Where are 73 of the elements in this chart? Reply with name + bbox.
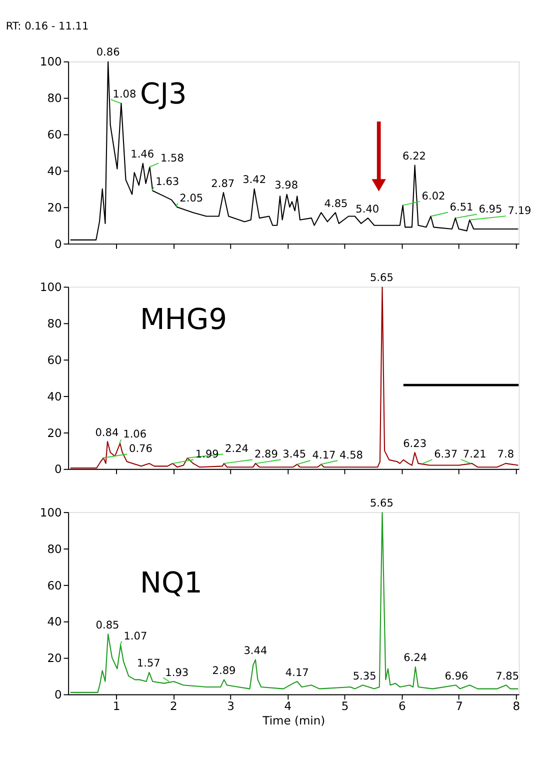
x-tick-label: 5	[341, 699, 349, 714]
x-tick-label: 4	[284, 699, 292, 714]
annotation: 2.89	[212, 664, 236, 677]
series-label: CJ3	[140, 76, 187, 111]
text: MHG9	[140, 302, 228, 336]
annotation: 5.65	[370, 272, 394, 284]
annotation: 6.95	[478, 203, 502, 216]
annotation: 6.51	[450, 201, 474, 214]
annotation: 6.22	[402, 150, 426, 162]
y-tick-label: 100	[40, 54, 62, 69]
annotation: 4.17	[312, 450, 336, 462]
y-tick-label: 0	[54, 462, 62, 476]
annotation: 1.06	[123, 428, 147, 441]
annotation: 0.84	[95, 426, 119, 439]
x-tick-label: 6	[398, 699, 406, 714]
annotation: 2.87	[211, 178, 235, 190]
chart-title: RT: 0.16 - 11.11	[6, 20, 89, 33]
annotation: 0.86	[96, 46, 120, 59]
annotation: 7.19	[508, 205, 532, 218]
annotation: 4.85	[324, 198, 348, 210]
y-tick-label: 40	[47, 614, 62, 629]
annotation: 6.24	[404, 652, 428, 664]
y-tick-label: 0	[54, 688, 62, 702]
annotation: 6.37	[434, 448, 458, 461]
annotation: 2.89	[254, 448, 278, 461]
annotation: 2.24	[225, 443, 249, 456]
annotation: 3.98	[274, 180, 298, 192]
x-tick-label: 3	[227, 699, 234, 714]
x-tick-label: 7	[456, 699, 463, 714]
x-axis-title: Time (min)	[262, 713, 326, 728]
annotation: 0.85	[96, 619, 120, 632]
annotation: 1.46	[130, 148, 154, 161]
line-series	[70, 512, 519, 693]
annotation: 5.35	[352, 670, 376, 682]
y-tick-label: 100	[40, 505, 62, 520]
x-tick-label: 2	[170, 699, 178, 714]
annotation: 1.93	[165, 666, 189, 679]
annotation: 0.76	[128, 443, 153, 456]
annotation: 2.05	[180, 192, 204, 204]
annotation: 1.57	[136, 658, 160, 670]
y-tick-label: 40	[47, 164, 62, 178]
y-tick-label: 0	[54, 236, 62, 251]
y-tick-label: 80	[47, 542, 62, 556]
annotation: 6.96	[444, 670, 469, 682]
y-tick-label: 80	[47, 91, 62, 106]
annotation: 4.58	[340, 450, 363, 462]
y-tick-label: 40	[47, 389, 62, 404]
annotation: 1.58	[160, 152, 184, 164]
annotation: 7.85	[496, 670, 520, 682]
annotation: 4.17	[285, 666, 309, 679]
y-tick-label: 60	[47, 352, 62, 367]
x-tick-label: 8	[512, 699, 520, 714]
annotation: 6.02	[422, 190, 446, 203]
annotation: 7.21	[462, 448, 486, 461]
annotation: 1.07	[124, 630, 148, 642]
y-tick-label: 60	[47, 128, 62, 142]
y-tick-label: 20	[47, 651, 62, 666]
annotation: 1.08	[112, 88, 136, 101]
annotation: 5.65	[370, 497, 394, 510]
y-tick-label: 20	[47, 426, 62, 440]
x-tick-label: 1	[112, 699, 120, 714]
y-tick-label: 80	[47, 316, 62, 330]
annotation: 6.23	[403, 438, 427, 450]
annotation: 3.44	[244, 644, 268, 657]
y-tick-label: 20	[47, 200, 62, 214]
annotation: 7.8	[497, 448, 514, 461]
annotation: 3.45	[282, 448, 306, 461]
y-tick-label: 60	[47, 578, 62, 592]
annotation: 1.63	[156, 176, 180, 188]
y-tick-label: 100	[40, 280, 62, 294]
annotation: 3.42	[242, 174, 266, 186]
annotation: 5.40	[356, 203, 380, 216]
series-label: NQ1	[140, 566, 202, 600]
